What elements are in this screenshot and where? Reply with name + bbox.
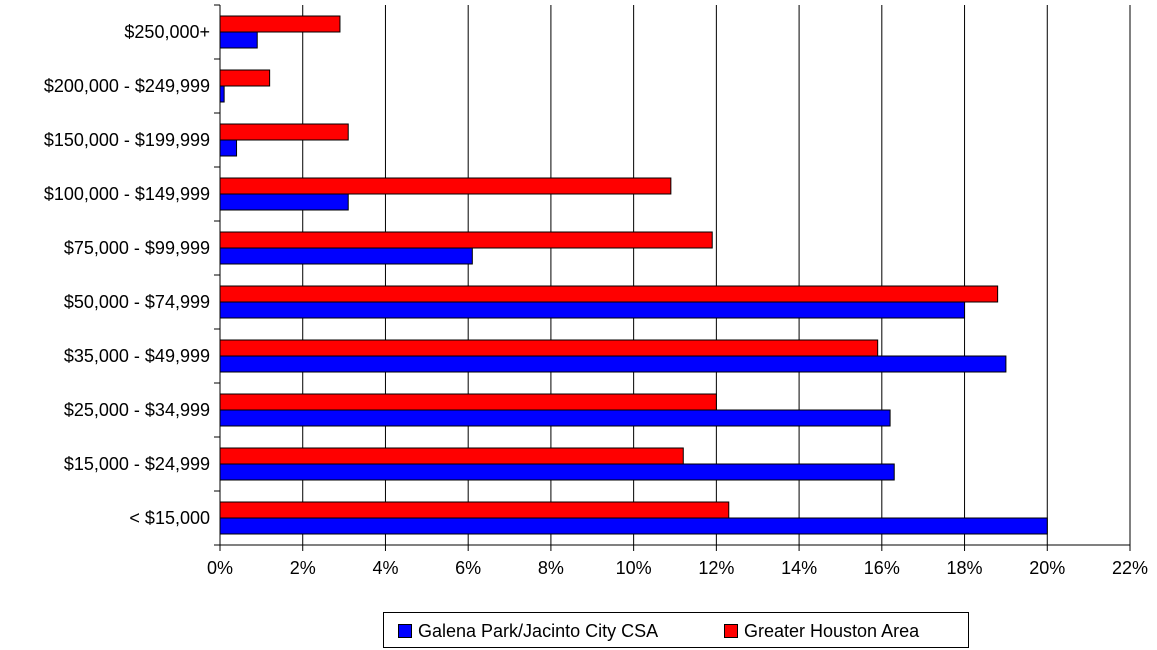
legend-item-series-2: Greater Houston Area: [724, 621, 919, 642]
x-tick-label: 16%: [864, 558, 900, 578]
bar-series-1: [219, 31, 258, 49]
x-axis-ticks: 0% 2% 4% 6% 8% 10% 12% 14% 16% 18% 20% 22%: [207, 545, 1148, 578]
legend-swatch-series-1: [398, 624, 412, 638]
y-tick-label: $25,000 - $34,999: [64, 400, 210, 420]
y-tick-label: < $15,000: [129, 508, 210, 528]
bar-series-2: [219, 123, 349, 141]
bar-series-2: [219, 285, 999, 303]
bar-series-1: [219, 517, 1048, 535]
x-tick-label: 18%: [947, 558, 983, 578]
bar-series-1: [219, 139, 238, 157]
bar-series-1: [219, 463, 895, 481]
bar-series-2: [219, 69, 271, 87]
legend-swatch-series-2: [724, 624, 738, 638]
bar-series-1: [219, 409, 891, 427]
x-tick-label: 10%: [616, 558, 652, 578]
x-tick-label: 20%: [1029, 558, 1065, 578]
bar-series-1: [219, 301, 966, 319]
bar-series-2: [219, 447, 684, 465]
x-tick-label: 12%: [698, 558, 734, 578]
legend-label-series-2: Greater Houston Area: [744, 621, 920, 641]
bar-series-1: [219, 355, 1007, 373]
gridlines: [302, 5, 1131, 545]
y-tick-label: $15,000 - $24,999: [64, 454, 210, 474]
bar-series-2: [219, 177, 672, 195]
x-tick-label: 8%: [538, 558, 564, 578]
bar-series-2: [219, 15, 341, 33]
legend: Galena Park/Jacinto City CSA Greater Hou…: [383, 612, 969, 648]
bar-series-1: [219, 247, 473, 265]
legend-label-series-1: Galena Park/Jacinto City CSA: [418, 621, 659, 641]
y-tick-label: $200,000 - $249,999: [44, 76, 210, 96]
y-tick-label: $250,000+: [124, 22, 210, 42]
y-tick-label: $150,000 - $199,999: [44, 130, 210, 150]
x-tick-label: 6%: [455, 558, 481, 578]
x-tick-label: 4%: [372, 558, 398, 578]
bar-series-1: [219, 85, 225, 103]
y-tick-label: $35,000 - $49,999: [64, 346, 210, 366]
legend-item-series-1: Galena Park/Jacinto City CSA: [398, 621, 658, 642]
bar-series-2: [219, 393, 717, 411]
bar-series-2: [219, 339, 879, 357]
y-axis-ticks: < $15,000 $15,000 - $24,999 $25,000 - $34,…: [44, 4, 220, 546]
x-tick-label: 0%: [207, 558, 233, 578]
bar-series-1: [219, 193, 349, 211]
y-tick-label: $75,000 - $99,999: [64, 238, 210, 258]
x-tick-label: 22%: [1112, 558, 1148, 578]
bar-series-2: [219, 501, 730, 519]
x-tick-label: 2%: [290, 558, 316, 578]
bars-layer: [219, 15, 1048, 535]
bar-series-2: [219, 231, 713, 249]
x-tick-label: 14%: [781, 558, 817, 578]
y-tick-label: $50,000 - $74,999: [64, 292, 210, 312]
y-tick-label: $100,000 - $149,999: [44, 184, 210, 204]
